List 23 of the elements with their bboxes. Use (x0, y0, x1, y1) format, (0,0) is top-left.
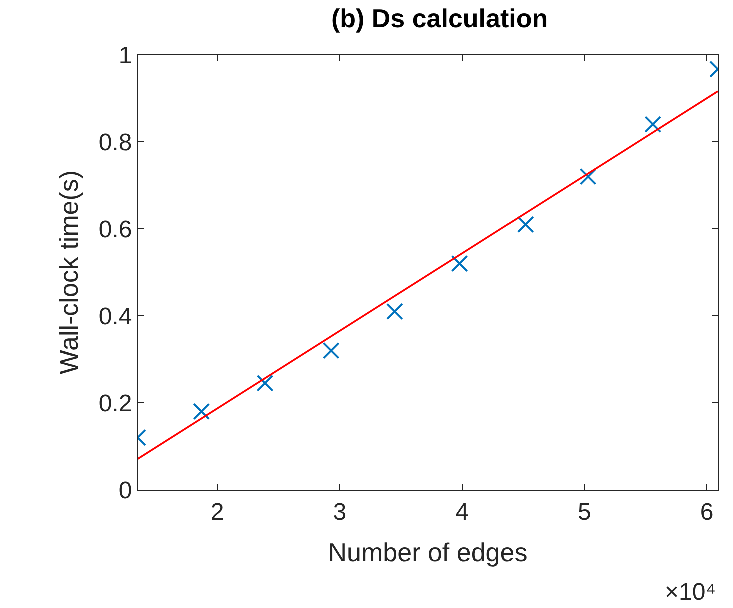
x-tick-label: 6 (700, 498, 714, 526)
text: ×10⁴ (665, 579, 716, 606)
y-tick-label: 0.8 (98, 129, 132, 156)
point (644, 116, 662, 134)
x-axis-title: Number of edges (328, 538, 528, 568)
y-tick-label: 0.2 (98, 390, 132, 418)
point (386, 303, 404, 320)
point (322, 342, 340, 360)
x-tick-label: 2 (210, 498, 224, 526)
chart-title: (b) Ds calculation (331, 3, 548, 34)
y-tick-label: 1 (118, 42, 132, 70)
y-axis-title: Wall-clock time(s) (54, 170, 84, 375)
point (193, 403, 210, 420)
point (580, 168, 597, 186)
point (256, 374, 274, 392)
point (517, 216, 534, 234)
y-tick-label: 0 (118, 477, 132, 504)
x-tick-label: 4 (456, 498, 469, 526)
y-tick-label: 0.4 (98, 303, 132, 330)
point (451, 255, 468, 272)
x-tick-label: 5 (578, 498, 592, 526)
x-tick-label: 3 (333, 498, 347, 526)
y-tick-label: 0.6 (98, 216, 132, 244)
